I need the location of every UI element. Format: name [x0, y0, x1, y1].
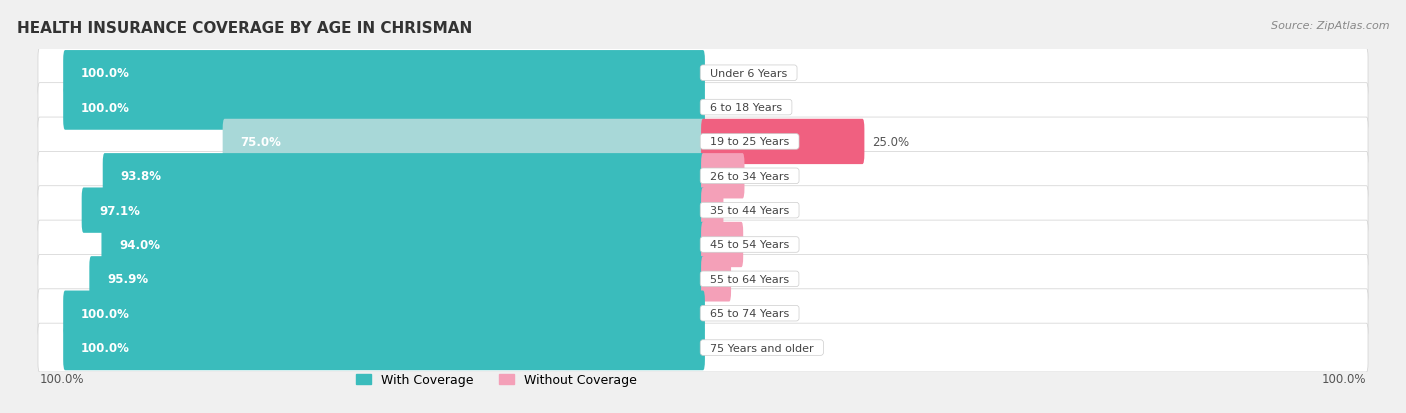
- FancyBboxPatch shape: [702, 222, 744, 268]
- Text: 25.0%: 25.0%: [872, 135, 910, 149]
- Text: 0.0%: 0.0%: [713, 307, 742, 320]
- FancyBboxPatch shape: [38, 289, 1368, 338]
- Text: 2.9%: 2.9%: [731, 204, 761, 217]
- Text: 95.9%: 95.9%: [107, 273, 148, 286]
- Text: 65 to 74 Years: 65 to 74 Years: [703, 309, 796, 318]
- Text: 55 to 64 Years: 55 to 64 Years: [703, 274, 796, 284]
- FancyBboxPatch shape: [38, 49, 1368, 98]
- Text: 0.0%: 0.0%: [713, 101, 742, 114]
- Text: 45 to 54 Years: 45 to 54 Years: [703, 240, 796, 250]
- Text: Source: ZipAtlas.com: Source: ZipAtlas.com: [1271, 21, 1389, 31]
- FancyBboxPatch shape: [38, 152, 1368, 201]
- Text: 6.2%: 6.2%: [752, 170, 782, 183]
- FancyBboxPatch shape: [702, 188, 724, 233]
- FancyBboxPatch shape: [82, 188, 704, 233]
- FancyBboxPatch shape: [63, 325, 704, 370]
- FancyBboxPatch shape: [38, 221, 1368, 269]
- Text: 100.0%: 100.0%: [82, 67, 129, 80]
- FancyBboxPatch shape: [702, 256, 731, 302]
- Text: 6 to 18 Years: 6 to 18 Years: [703, 103, 789, 113]
- FancyBboxPatch shape: [702, 119, 865, 165]
- FancyBboxPatch shape: [101, 222, 704, 268]
- Text: 19 to 25 Years: 19 to 25 Years: [703, 137, 796, 147]
- FancyBboxPatch shape: [90, 256, 704, 302]
- Text: 6.0%: 6.0%: [751, 238, 780, 252]
- Text: 93.8%: 93.8%: [121, 170, 162, 183]
- Text: 35 to 44 Years: 35 to 44 Years: [703, 206, 796, 216]
- FancyBboxPatch shape: [63, 291, 704, 336]
- Text: 100.0%: 100.0%: [82, 101, 129, 114]
- Text: 75.0%: 75.0%: [240, 135, 281, 149]
- FancyBboxPatch shape: [38, 186, 1368, 235]
- Text: 0.0%: 0.0%: [713, 67, 742, 80]
- Text: 100.0%: 100.0%: [39, 373, 84, 385]
- FancyBboxPatch shape: [38, 323, 1368, 372]
- FancyBboxPatch shape: [702, 154, 744, 199]
- FancyBboxPatch shape: [38, 118, 1368, 166]
- FancyBboxPatch shape: [63, 51, 704, 96]
- Text: 75 Years and older: 75 Years and older: [703, 343, 821, 353]
- Text: 100.0%: 100.0%: [82, 307, 129, 320]
- Text: 26 to 34 Years: 26 to 34 Years: [703, 171, 796, 181]
- Text: 4.1%: 4.1%: [738, 273, 769, 286]
- FancyBboxPatch shape: [38, 83, 1368, 132]
- Text: 94.0%: 94.0%: [120, 238, 160, 252]
- FancyBboxPatch shape: [38, 255, 1368, 304]
- Text: 97.1%: 97.1%: [100, 204, 141, 217]
- FancyBboxPatch shape: [103, 154, 704, 199]
- Legend: With Coverage, Without Coverage: With Coverage, Without Coverage: [352, 368, 641, 391]
- Text: HEALTH INSURANCE COVERAGE BY AGE IN CHRISMAN: HEALTH INSURANCE COVERAGE BY AGE IN CHRI…: [17, 21, 472, 36]
- FancyBboxPatch shape: [222, 119, 704, 165]
- Text: 100.0%: 100.0%: [1322, 373, 1367, 385]
- Text: 100.0%: 100.0%: [82, 341, 129, 354]
- Text: 0.0%: 0.0%: [713, 341, 742, 354]
- Text: Under 6 Years: Under 6 Years: [703, 69, 794, 78]
- FancyBboxPatch shape: [63, 85, 704, 131]
